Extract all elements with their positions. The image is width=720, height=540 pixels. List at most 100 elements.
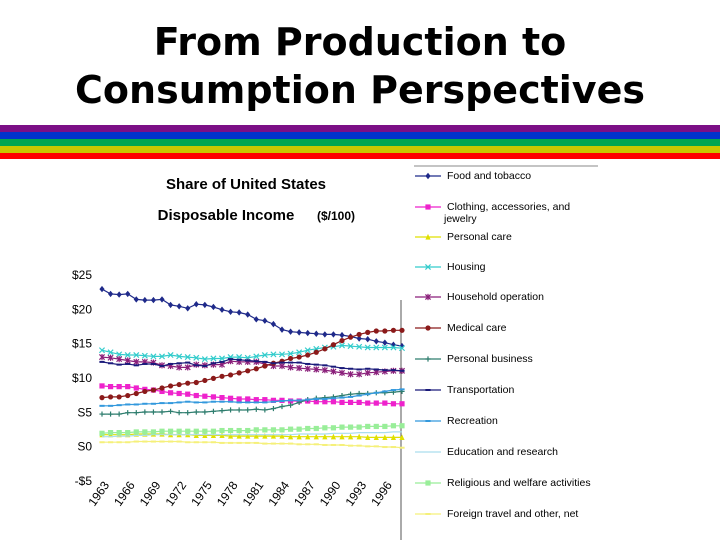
series-4 xyxy=(98,342,406,363)
data-point xyxy=(116,291,122,298)
data-point xyxy=(116,384,122,390)
data-point xyxy=(227,432,234,439)
data-point xyxy=(245,396,251,402)
data-point xyxy=(219,306,225,313)
data-point xyxy=(245,432,251,439)
data-point xyxy=(287,355,294,362)
legend-label: Housing xyxy=(447,261,486,273)
data-point xyxy=(167,383,174,389)
data-point xyxy=(116,411,122,417)
data-point xyxy=(365,329,371,335)
x-tick-label: 1993 xyxy=(342,478,369,508)
data-point xyxy=(176,364,183,371)
data-point xyxy=(142,296,148,304)
data-point xyxy=(219,408,225,414)
legend-item: Housing xyxy=(415,261,486,273)
plot-area: $25$20$15$10S5S0-$5196319661969197219751… xyxy=(72,268,406,540)
x-tick-label: 1972 xyxy=(162,478,189,508)
data-point xyxy=(365,400,371,406)
x-tick-label: 1966 xyxy=(111,478,138,508)
x-tick-label: 1975 xyxy=(188,478,215,508)
data-point xyxy=(150,409,157,415)
slide-title-line-2: Consumption Perspectives xyxy=(75,68,645,112)
data-point xyxy=(184,354,191,361)
data-point xyxy=(124,357,131,364)
data-point xyxy=(356,399,362,406)
data-point xyxy=(373,434,379,441)
data-point xyxy=(425,356,431,362)
data-point xyxy=(339,331,345,339)
series-11 xyxy=(99,423,405,436)
x-tick-label: 1990 xyxy=(317,478,344,508)
data-point xyxy=(356,371,363,378)
data-point xyxy=(236,432,242,439)
data-point xyxy=(236,427,242,434)
data-point xyxy=(364,369,371,376)
data-point xyxy=(373,400,379,406)
data-point xyxy=(365,423,371,430)
legend-label: Personal care xyxy=(447,231,512,243)
stripe-4 xyxy=(0,146,720,153)
data-point xyxy=(278,351,286,358)
data-point xyxy=(296,364,303,372)
data-point xyxy=(373,338,379,345)
data-point xyxy=(236,309,242,316)
data-point xyxy=(202,393,208,399)
data-point xyxy=(99,430,105,436)
data-point xyxy=(399,327,405,333)
data-point xyxy=(390,344,397,351)
data-point xyxy=(305,352,311,358)
series-9 xyxy=(99,388,405,407)
data-point xyxy=(313,349,319,355)
legend-label: Clothing, accessories, and jewelry xyxy=(443,201,570,225)
data-point xyxy=(262,317,268,324)
data-point xyxy=(313,425,319,432)
series-5 xyxy=(98,353,406,378)
data-point xyxy=(330,399,337,405)
legend-item: Household operation xyxy=(415,291,544,303)
data-point xyxy=(176,428,182,434)
data-point xyxy=(339,424,345,430)
data-point xyxy=(304,365,311,372)
data-point xyxy=(347,334,354,340)
data-point xyxy=(390,434,397,441)
data-point xyxy=(270,432,277,439)
series-8 xyxy=(99,358,405,372)
series-12 xyxy=(99,440,405,449)
data-point xyxy=(313,366,320,373)
data-point xyxy=(321,367,328,374)
data-point xyxy=(382,328,388,334)
data-point xyxy=(116,356,123,363)
data-point xyxy=(339,338,345,344)
data-point xyxy=(296,329,302,336)
x-tick-label: 1969 xyxy=(137,478,164,508)
data-point xyxy=(262,397,268,403)
data-point xyxy=(253,427,259,433)
data-point xyxy=(116,351,123,358)
legend-item: Education and research xyxy=(415,446,558,458)
legend-item: Food and tobacco xyxy=(415,170,531,182)
data-point xyxy=(373,423,379,430)
legend-item: Transportation xyxy=(415,384,514,396)
series-line xyxy=(102,431,402,438)
data-point xyxy=(133,429,139,435)
data-point xyxy=(270,405,277,412)
data-point xyxy=(279,403,285,410)
chart-title-line-2: Disposable Income xyxy=(158,207,295,224)
data-point xyxy=(425,480,431,486)
data-point xyxy=(338,369,346,376)
data-point xyxy=(399,434,405,441)
data-point xyxy=(270,427,277,433)
data-point xyxy=(330,425,337,431)
data-point xyxy=(202,377,208,384)
data-point xyxy=(202,301,208,309)
data-point xyxy=(296,433,302,440)
data-point xyxy=(356,433,362,440)
data-point xyxy=(356,335,362,342)
data-point xyxy=(193,409,199,415)
data-point xyxy=(245,407,251,413)
data-point xyxy=(261,352,268,359)
data-point xyxy=(305,425,311,432)
data-point xyxy=(296,354,302,360)
data-point xyxy=(279,427,285,433)
